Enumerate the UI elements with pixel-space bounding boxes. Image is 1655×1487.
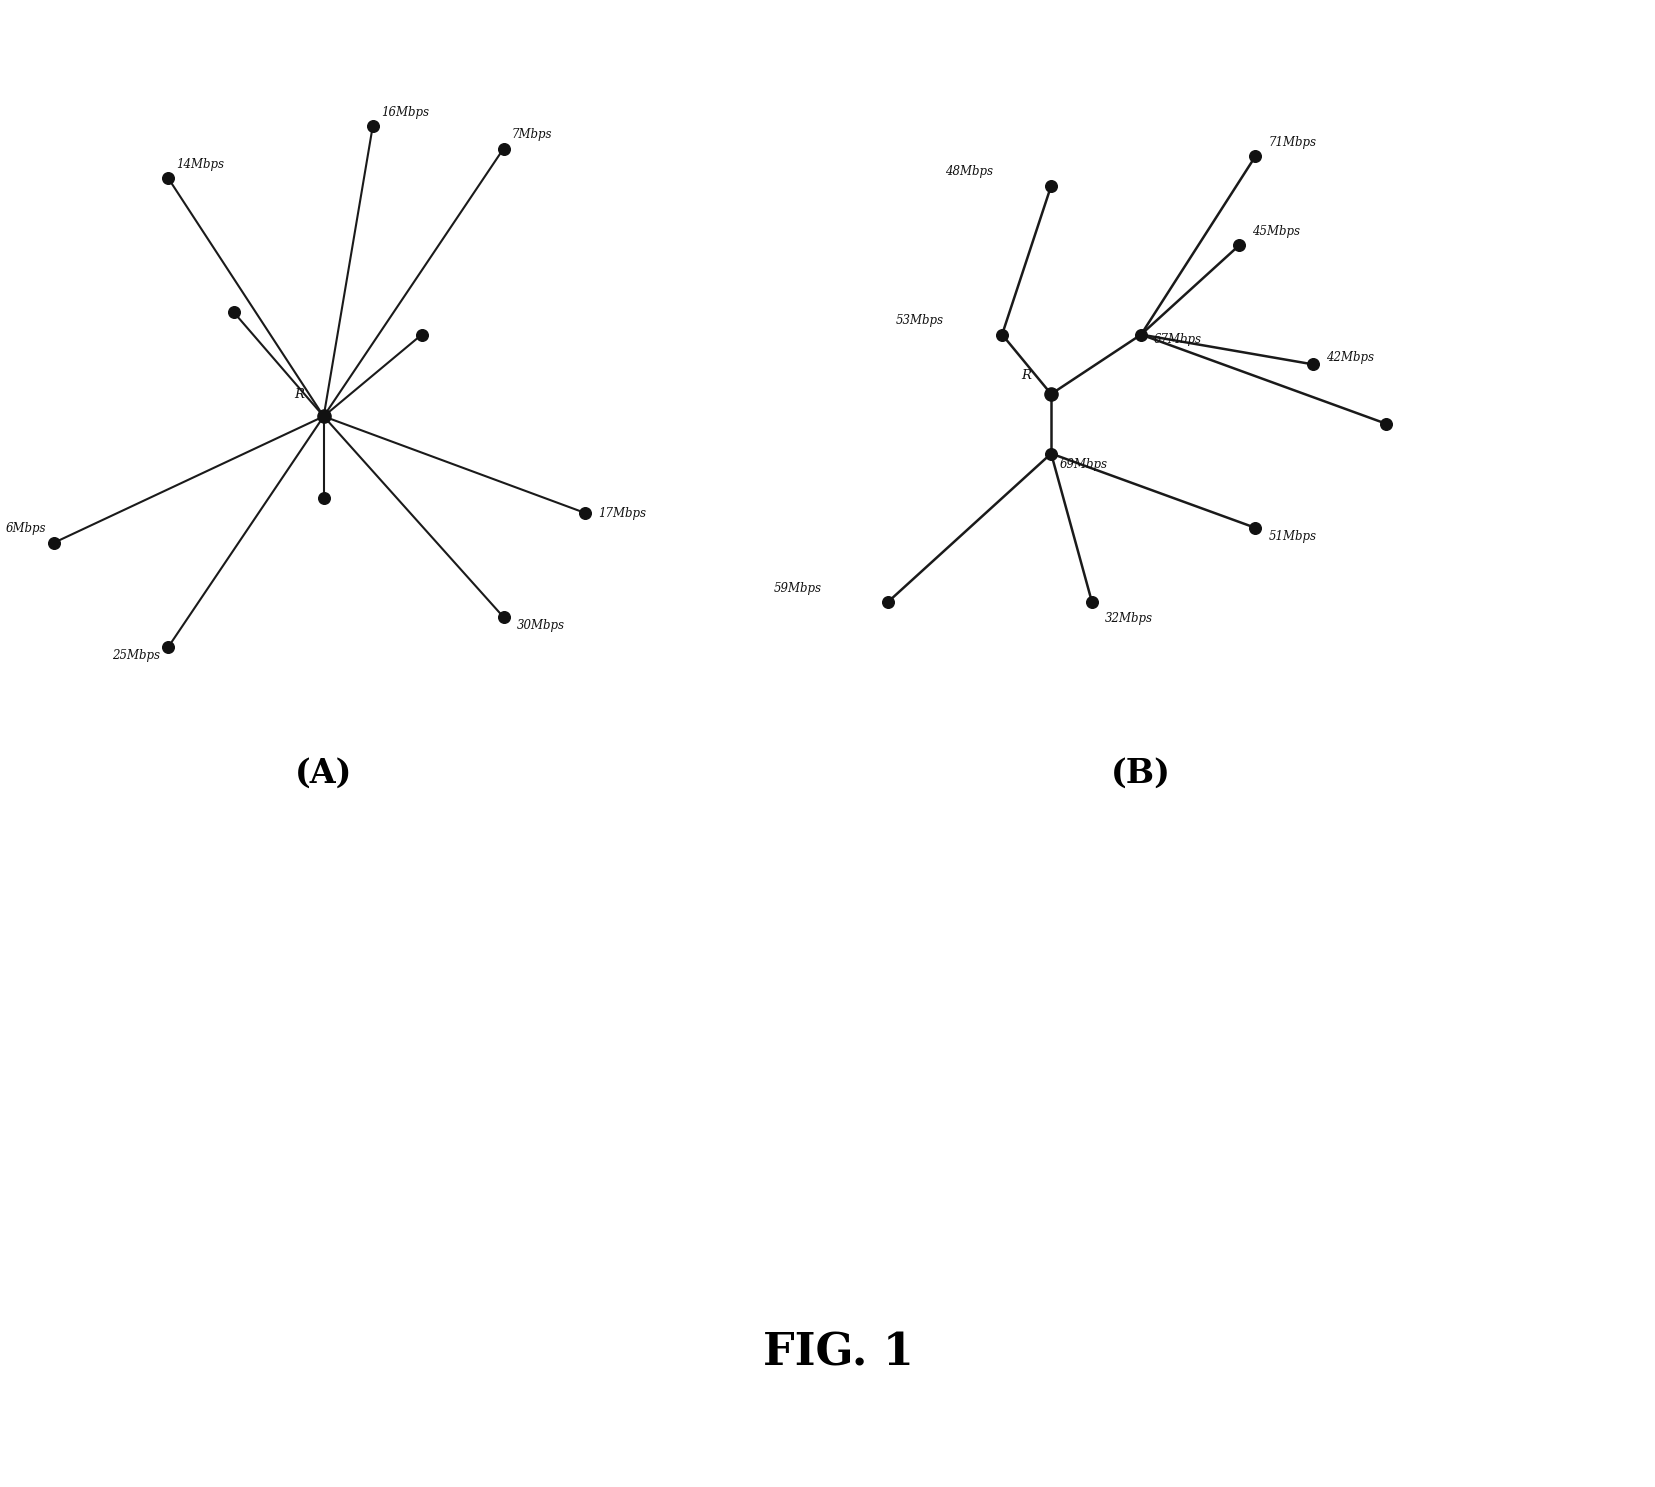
- Text: R: R: [1021, 369, 1031, 382]
- Text: 45Mbps: 45Mbps: [1251, 225, 1299, 238]
- Text: FIG. 1: FIG. 1: [763, 1332, 914, 1374]
- Text: R: R: [295, 388, 305, 401]
- Point: [1038, 174, 1064, 198]
- Point: [1127, 323, 1154, 346]
- Text: 25Mbps: 25Mbps: [113, 648, 161, 662]
- Point: [1038, 382, 1064, 406]
- Point: [1077, 590, 1104, 614]
- Text: 16Mbps: 16Mbps: [381, 106, 429, 119]
- Point: [874, 590, 900, 614]
- Point: [490, 137, 516, 161]
- Text: 69Mbps: 69Mbps: [1059, 458, 1107, 471]
- Text: 59Mbps: 59Mbps: [773, 581, 821, 595]
- Text: 48Mbps: 48Mbps: [945, 165, 993, 178]
- Point: [490, 605, 516, 629]
- Point: [1372, 412, 1398, 436]
- Point: [309, 486, 336, 510]
- Text: 71Mbps: 71Mbps: [1268, 135, 1316, 149]
- Text: 14Mbps: 14Mbps: [177, 158, 225, 171]
- Text: 51Mbps: 51Mbps: [1268, 529, 1316, 543]
- Point: [1299, 352, 1326, 376]
- Text: 6Mbps: 6Mbps: [5, 522, 46, 535]
- Point: [309, 404, 336, 428]
- Point: [220, 300, 247, 324]
- Text: 67Mbps: 67Mbps: [1154, 333, 1202, 346]
- Text: 7Mbps: 7Mbps: [511, 128, 551, 141]
- Text: 17Mbps: 17Mbps: [597, 507, 645, 520]
- Text: (A): (A): [295, 757, 353, 790]
- Text: (B): (B): [1111, 757, 1170, 790]
- Point: [1225, 233, 1251, 257]
- Text: 32Mbps: 32Mbps: [1104, 611, 1152, 625]
- Point: [359, 114, 386, 138]
- Point: [571, 501, 597, 525]
- Point: [988, 323, 1015, 346]
- Text: 30Mbps: 30Mbps: [516, 619, 564, 632]
- Point: [1038, 442, 1064, 465]
- Text: 42Mbps: 42Mbps: [1326, 351, 1374, 364]
- Point: [156, 635, 182, 659]
- Text: 53Mbps: 53Mbps: [895, 314, 943, 327]
- Point: [409, 323, 435, 346]
- Point: [41, 531, 68, 555]
- Point: [156, 167, 182, 190]
- Point: [1241, 516, 1268, 540]
- Point: [1241, 144, 1268, 168]
